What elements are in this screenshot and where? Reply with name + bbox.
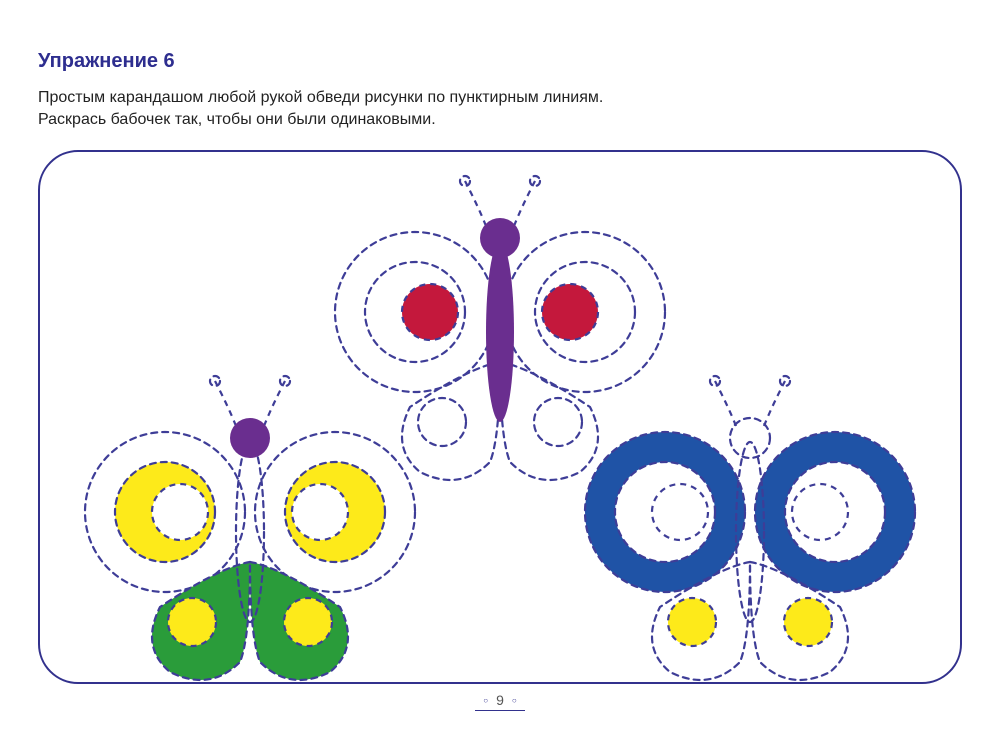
instructions: Простым карандашом любой рукой обведи ри… (38, 87, 962, 132)
instructions-line-2: Раскрась бабочек так, чтобы они были оди… (38, 111, 436, 128)
page-number: 9 (475, 692, 524, 711)
exercise-title: Упражнение 6 (38, 50, 962, 73)
instructions-line-1: Простым карандашом любой рукой обведи ри… (38, 89, 603, 106)
butterflies-illustration (40, 152, 960, 682)
exercise-frame (38, 150, 962, 684)
